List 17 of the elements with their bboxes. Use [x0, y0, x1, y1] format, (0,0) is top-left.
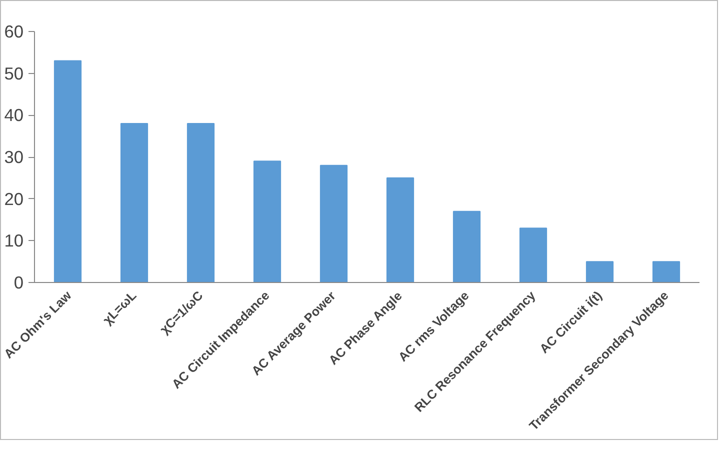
- y-tick-label: 30: [4, 147, 24, 167]
- y-tick-label: 20: [4, 188, 24, 209]
- bar: [320, 164, 348, 282]
- bar: [386, 177, 414, 282]
- bar: [120, 123, 148, 282]
- bar: [186, 123, 215, 282]
- bar: [652, 261, 680, 282]
- bar: [519, 228, 548, 282]
- bar: [586, 261, 614, 282]
- bar: [253, 160, 282, 282]
- y-tick-label: 0: [14, 272, 24, 292]
- bar: [54, 60, 82, 282]
- y-tick-label: 50: [4, 63, 24, 84]
- y-tick-label: 40: [4, 105, 24, 126]
- bar: [452, 210, 481, 282]
- y-tick-label: 10: [4, 230, 24, 251]
- y-tick-label: 60: [4, 22, 24, 42]
